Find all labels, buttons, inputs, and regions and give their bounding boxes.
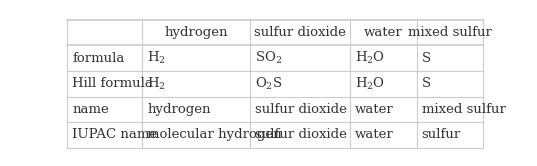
Text: sulfur: sulfur: [422, 128, 461, 141]
Text: formula: formula: [72, 52, 125, 65]
Text: $\mathregular{H_2}$: $\mathregular{H_2}$: [147, 76, 166, 92]
Text: $\mathregular{H_2O}$: $\mathregular{H_2O}$: [355, 50, 385, 66]
Text: hydrogen: hydrogen: [164, 26, 228, 39]
Text: name: name: [72, 103, 109, 116]
Text: S: S: [422, 52, 431, 65]
Text: $\mathregular{O_2S}$: $\mathregular{O_2S}$: [255, 76, 282, 92]
Text: $\mathregular{SO_2}$: $\mathregular{SO_2}$: [255, 50, 282, 66]
Text: mixed sulfur: mixed sulfur: [422, 103, 505, 116]
Text: $\mathregular{H_2}$: $\mathregular{H_2}$: [147, 50, 166, 66]
Text: water: water: [355, 128, 394, 141]
Text: hydrogen: hydrogen: [147, 103, 211, 116]
Text: mixed sulfur: mixed sulfur: [408, 26, 492, 39]
Text: sulfur dioxide: sulfur dioxide: [255, 128, 347, 141]
Text: water: water: [355, 103, 394, 116]
Text: sulfur dioxide: sulfur dioxide: [254, 26, 346, 39]
Text: $\mathregular{H_2O}$: $\mathregular{H_2O}$: [355, 76, 385, 92]
Text: S: S: [422, 77, 431, 90]
Text: water: water: [364, 26, 403, 39]
Text: molecular hydrogen: molecular hydrogen: [147, 128, 281, 141]
Text: Hill formula: Hill formula: [72, 77, 153, 90]
Text: IUPAC name: IUPAC name: [72, 128, 157, 141]
Text: sulfur dioxide: sulfur dioxide: [255, 103, 347, 116]
